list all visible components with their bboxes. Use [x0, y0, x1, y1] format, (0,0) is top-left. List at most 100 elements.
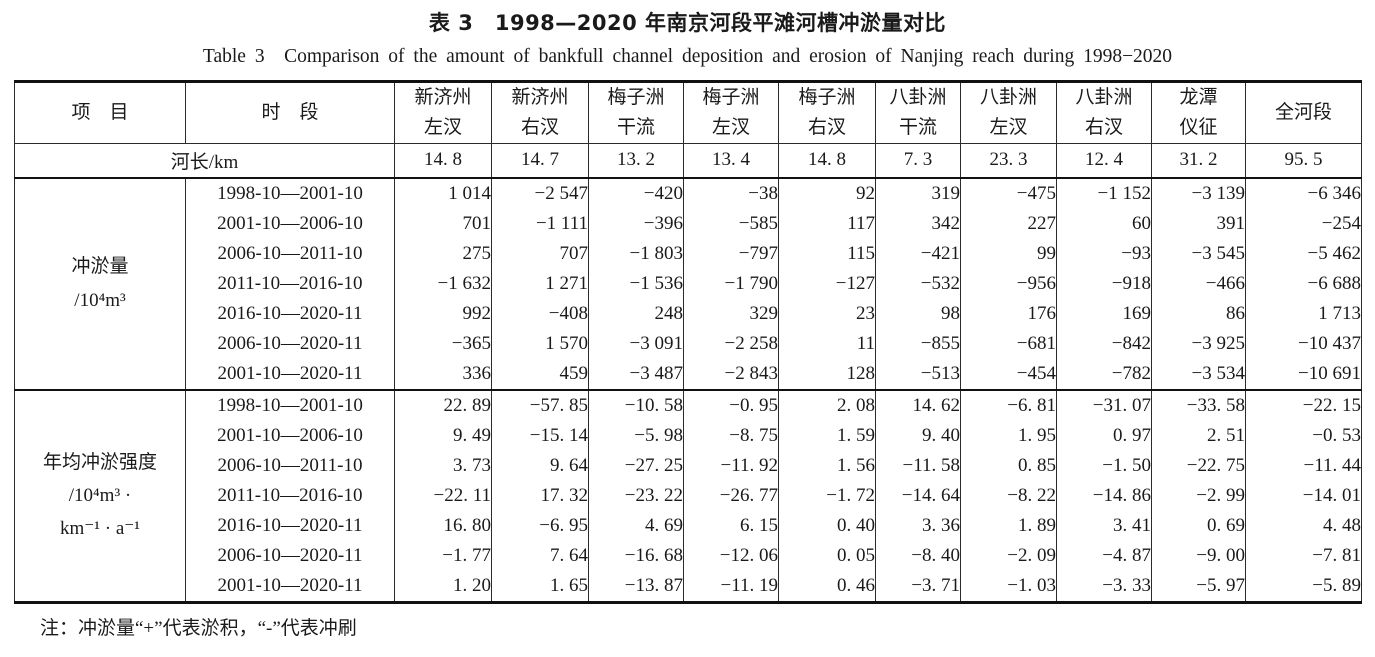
value-cell: 11	[778, 328, 876, 359]
value-cell: 128	[778, 358, 876, 390]
value-cell: −5. 97	[1151, 570, 1246, 603]
value-cell: 9. 64	[491, 450, 589, 481]
data-row: 冲淤量 /10⁴m³ 1998-10—2001-10 1 014 −2 547 −420…	[14, 177, 1362, 390]
value-cell: −16. 68	[588, 540, 684, 571]
data-row: 2001-10—2006-10 701 −1 111 −396 −585 117 342 22…	[15, 208, 1362, 239]
value-cell: −3 487	[588, 358, 684, 390]
value-cell: −1. 50	[1056, 450, 1152, 481]
value-cell: 701	[394, 208, 492, 239]
value-cell: −23. 22	[588, 480, 684, 511]
value-cell: −421	[875, 238, 961, 269]
value-cell: 1 271	[491, 268, 589, 299]
data-row: 2016-10—2020-11 992 −408 248 329 23 98 176 169 86…	[15, 298, 1362, 329]
value-cell: −8. 40	[875, 540, 961, 571]
value-cell: −1 111	[491, 208, 589, 239]
period-cell: 2011-10—2016-10	[185, 268, 395, 299]
value-cell: 0. 85	[960, 450, 1057, 481]
value-cell: 1. 95	[960, 420, 1057, 451]
value-cell: −5 462	[1245, 238, 1362, 269]
value-cell: 336	[394, 358, 492, 390]
column-header-reach: 新济州 右汊	[491, 81, 589, 144]
column-header-reach: 八卦洲 右汊	[1056, 81, 1152, 144]
value-cell: 1. 65	[491, 570, 589, 603]
column-header-reach: 梅子洲 干流	[588, 81, 684, 144]
value-cell: 1 570	[491, 328, 589, 359]
value-cell: 16. 80	[394, 510, 492, 541]
deposition-erosion-table: 项 目 时 段 新济州 左汊 新济州 右汊 梅子洲 干流 梅子洲 左汊 梅子洲 …	[14, 79, 1362, 604]
value-cell: 992	[394, 298, 492, 329]
value-cell: 99	[960, 238, 1057, 269]
value-cell: −12. 06	[683, 540, 779, 571]
value-cell: −2 547	[491, 177, 589, 209]
river-length-value: 13. 4	[683, 143, 779, 179]
value-cell: −1. 72	[778, 480, 876, 511]
value-cell: −1. 77	[394, 540, 492, 571]
value-cell: −6 346	[1245, 177, 1362, 209]
river-length-label: 河长/km	[14, 143, 395, 179]
value-cell: 2. 08	[778, 388, 876, 421]
value-cell: −855	[875, 328, 961, 359]
value-cell: −532	[875, 268, 961, 299]
value-cell: −11. 44	[1245, 450, 1362, 481]
value-cell: −4. 87	[1056, 540, 1152, 571]
value-cell: −5. 89	[1245, 570, 1362, 603]
value-cell: −0. 95	[683, 388, 779, 421]
value-cell: −585	[683, 208, 779, 239]
value-cell: −31. 07	[1056, 388, 1152, 421]
value-cell: 92	[778, 177, 876, 209]
value-cell: 391	[1151, 208, 1246, 239]
column-header-reach: 梅子洲 右汊	[778, 81, 876, 144]
value-cell: 0. 05	[778, 540, 876, 571]
column-header-reach: 全河段	[1245, 81, 1362, 144]
value-cell: 17. 32	[491, 480, 589, 511]
data-row: 2001-10—2020-11 1. 20 1. 65 −13. 87 −11. 19 0…	[15, 570, 1362, 603]
value-cell: −10 437	[1245, 328, 1362, 359]
value-cell: 342	[875, 208, 961, 239]
period-cell: 1998-10—2001-10	[185, 388, 395, 421]
river-length-value: 31. 2	[1151, 143, 1246, 179]
column-header-reach: 八卦洲 左汊	[960, 81, 1057, 144]
value-cell: −14. 64	[875, 480, 961, 511]
value-cell: −127	[778, 268, 876, 299]
value-cell: 3. 36	[875, 510, 961, 541]
column-header-reach: 八卦洲 干流	[875, 81, 961, 144]
value-cell: −2. 09	[960, 540, 1057, 571]
value-cell: 329	[683, 298, 779, 329]
value-cell: −3 091	[588, 328, 684, 359]
data-row: 2001-10—2020-11 336 459 −3 487 −2 843 128 −513…	[15, 358, 1362, 390]
value-cell: 0. 97	[1056, 420, 1152, 451]
value-cell: −6. 95	[491, 510, 589, 541]
value-cell: −8. 75	[683, 420, 779, 451]
value-cell: 86	[1151, 298, 1246, 329]
value-cell: −22. 15	[1245, 388, 1362, 421]
value-cell: −38	[683, 177, 779, 209]
value-cell: −3. 71	[875, 570, 961, 603]
value-cell: −681	[960, 328, 1057, 359]
column-header-period: 时 段	[185, 81, 395, 144]
column-header-reach: 梅子洲 左汊	[683, 81, 779, 144]
value-cell: −475	[960, 177, 1057, 209]
value-cell: 4. 69	[588, 510, 684, 541]
data-row: 2011-10—2016-10 −22. 11 17. 32 −23. 22 −26. …	[15, 480, 1362, 511]
value-cell: −22. 75	[1151, 450, 1246, 481]
value-cell: −466	[1151, 268, 1246, 299]
value-cell: −1 152	[1056, 177, 1152, 209]
table-note: 注：冲淤量“+”代表淤积，“-”代表冲刷	[40, 617, 357, 639]
value-cell: 3. 41	[1056, 510, 1152, 541]
value-cell: 0. 40	[778, 510, 876, 541]
value-cell: −33. 58	[1151, 388, 1246, 421]
period-cell: 2016-10—2020-11	[185, 510, 395, 541]
column-header-item: 项 目	[14, 81, 186, 144]
value-cell: −396	[588, 208, 684, 239]
period-cell: 2001-10—2020-11	[185, 358, 395, 390]
value-cell: −27. 25	[588, 450, 684, 481]
value-cell: −1. 03	[960, 570, 1057, 603]
value-cell: −11. 58	[875, 450, 961, 481]
value-cell: −57. 85	[491, 388, 589, 421]
value-cell: −797	[683, 238, 779, 269]
column-header-reach: 龙潭 仪征	[1151, 81, 1246, 144]
value-cell: −2. 99	[1151, 480, 1246, 511]
value-cell: 707	[491, 238, 589, 269]
